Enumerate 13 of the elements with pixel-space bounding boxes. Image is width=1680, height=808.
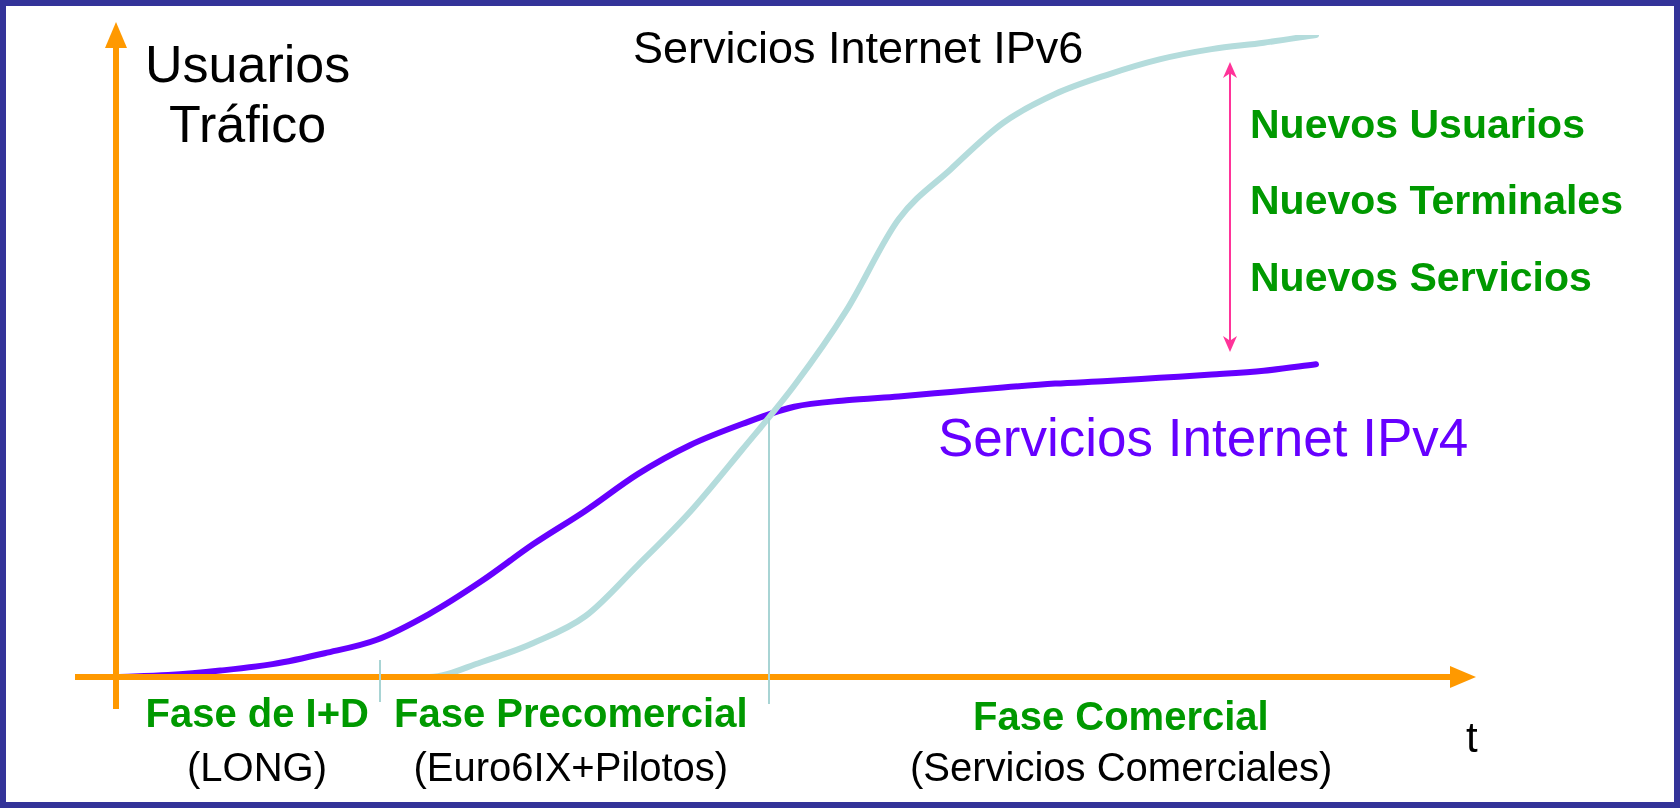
annotation: Nuevos Servicios xyxy=(1250,253,1592,301)
text: (Euro6IX+Pilotos) xyxy=(413,744,729,790)
x-axis-title: t xyxy=(1466,714,1478,763)
text: Fase Comercial xyxy=(973,693,1269,739)
text: Fase de I+D xyxy=(145,690,369,736)
series-label: Servicios Internet IPv4 xyxy=(938,407,1469,469)
text: (LONG) xyxy=(187,744,327,790)
series-label: Servicios Internet IPv6 xyxy=(633,22,1084,74)
annotation: Nuevos Terminales xyxy=(1250,176,1623,224)
y-axis-title: Usuarios Tráfico xyxy=(145,35,351,155)
text: (Servicios Comerciales) xyxy=(910,744,1333,790)
text: Fase Precomercial xyxy=(394,690,748,736)
annotation: Nuevos Usuarios xyxy=(1250,100,1585,148)
